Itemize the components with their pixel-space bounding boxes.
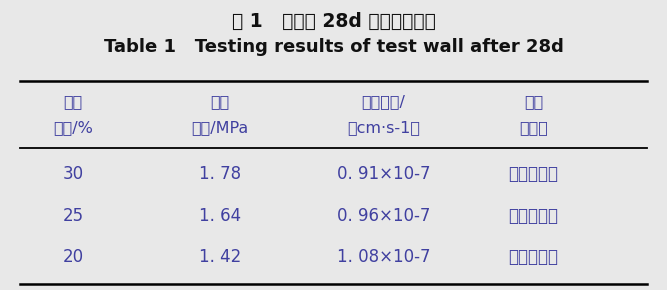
- Text: 完整性: 完整性: [519, 120, 548, 135]
- Text: 0. 91×10-7: 0. 91×10-7: [337, 165, 430, 183]
- Text: 芯样未成型: 芯样未成型: [509, 207, 558, 225]
- Text: 1. 08×10-7: 1. 08×10-7: [337, 248, 430, 266]
- Text: 1. 78: 1. 78: [199, 165, 241, 183]
- Text: 强度/MPa: 强度/MPa: [191, 120, 249, 135]
- Text: 芯样未成型: 芯样未成型: [509, 248, 558, 266]
- Text: 渗透系数/: 渗透系数/: [362, 94, 406, 109]
- Text: 30: 30: [63, 165, 84, 183]
- Text: 表 1   试成墙 28d 芯样检测结果: 表 1 试成墙 28d 芯样检测结果: [231, 12, 436, 31]
- Text: 1. 42: 1. 42: [199, 248, 241, 266]
- Text: 完整无破损: 完整无破损: [509, 165, 558, 183]
- Text: 0. 96×10-7: 0. 96×10-7: [337, 207, 430, 225]
- Text: 芯样: 芯样: [524, 94, 543, 109]
- Text: 抗压: 抗压: [211, 94, 229, 109]
- Text: （cm·s-1）: （cm·s-1）: [347, 120, 420, 135]
- Text: 20: 20: [63, 248, 84, 266]
- Text: 水泥: 水泥: [64, 94, 83, 109]
- Text: 25: 25: [63, 207, 84, 225]
- Text: 掺量/%: 掺量/%: [53, 120, 93, 135]
- Text: 1. 64: 1. 64: [199, 207, 241, 225]
- Text: Table 1   Testing results of test wall after 28d: Table 1 Testing results of test wall aft…: [103, 38, 564, 56]
